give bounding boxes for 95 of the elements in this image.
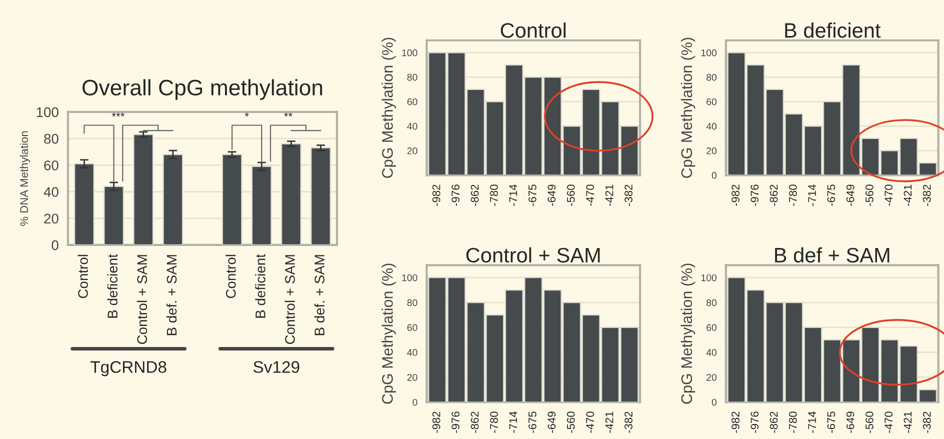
x-tick-label: -649 — [846, 412, 854, 433]
chart-title: Control — [500, 22, 566, 38]
x-tick-label: -560 — [866, 412, 874, 433]
x-tick-label: -470 — [586, 412, 594, 433]
x-tick-label: Control + SAM — [136, 255, 148, 344]
x-tick-label: -982 — [732, 412, 740, 433]
text: Sv129 — [254, 361, 300, 373]
x-tick-label: -649 — [548, 184, 556, 206]
x-tick-label: -675 — [528, 412, 536, 433]
y-tick-label: 100 — [701, 274, 717, 282]
y-tick-label: 40 — [706, 122, 717, 130]
x-tick-label: -976 — [452, 412, 460, 433]
x-tick-label: -421 — [904, 412, 912, 433]
y-tick-label: 20 — [706, 374, 717, 381]
x-tick-label: -780 — [788, 412, 797, 433]
y-axis-title: CpG Methylation (%) — [382, 264, 396, 404]
x-tick-label: -862 — [770, 184, 778, 206]
annotation: ** — [284, 112, 292, 117]
y-tick-label: 0 — [412, 398, 418, 406]
y-tick-label: 40 — [407, 349, 418, 356]
x-tick-label: -560 — [866, 184, 874, 206]
x-tick-label: -470 — [884, 412, 893, 433]
y-tick-label: 80 — [706, 74, 717, 81]
x-tick-label: -470 — [884, 184, 893, 206]
x-tick-label: -382 — [922, 412, 931, 433]
x-tick-label: -382 — [624, 412, 632, 433]
y-tick-label: 80 — [407, 299, 418, 306]
y-tick-label: 60 — [407, 324, 418, 332]
x-tick-label: -976 — [750, 412, 759, 433]
y-axis-title: CpG Methylation (%) — [680, 264, 696, 404]
x-tick-label: -675 — [827, 184, 836, 206]
x-tick-label: Control — [78, 254, 88, 298]
y-axis-title: CpG Methylation (%) — [382, 38, 396, 178]
x-tick-label: -675 — [528, 184, 536, 206]
y-tick-label: 80 — [407, 74, 418, 81]
x-tick-label: B def. + SAM — [166, 255, 177, 336]
x-tick-label: -714 — [808, 184, 816, 206]
y-tick-label: 60 — [706, 324, 717, 332]
y-tick-label: 0 — [712, 398, 717, 406]
annotation: * — [244, 112, 249, 117]
x-tick-label: -560 — [566, 184, 575, 206]
y-axis-title: % DNA Methylation — [20, 131, 30, 226]
x-tick-label: B def. + SAM — [314, 255, 324, 336]
x-tick-label: -560 — [566, 412, 575, 433]
x-tick-label: -382 — [922, 184, 931, 206]
y-tick-label: 0 — [52, 240, 58, 250]
x-tick-label: -862 — [770, 412, 778, 433]
x-tick-label: -862 — [470, 184, 479, 206]
y-tick-label: 20 — [44, 214, 58, 224]
x-tick-label: -780 — [788, 184, 797, 206]
x-tick-label: -382 — [624, 184, 632, 206]
y-tick-label: 20 — [706, 147, 717, 154]
y-tick-label: 20 — [407, 147, 418, 154]
x-tick-label: -675 — [827, 412, 836, 433]
y-tick-label: 80 — [706, 299, 717, 306]
x-tick-label: -862 — [470, 412, 479, 433]
x-tick-label: -714 — [808, 411, 816, 433]
y-tick-label: 100 — [402, 274, 418, 282]
y-tick-label: 40 — [44, 187, 58, 197]
y-tick-label: 60 — [407, 98, 418, 106]
x-tick-label: B deficient — [107, 254, 118, 318]
x-tick-label: -976 — [452, 184, 460, 206]
text: TgCRND8 — [90, 361, 166, 376]
y-tick-label: 100 — [402, 49, 418, 56]
chart-title: B deficient — [785, 22, 881, 38]
annotation: *** — [112, 112, 125, 117]
x-tick-label: -780 — [490, 184, 498, 206]
x-tick-label: B deficient — [255, 254, 266, 318]
x-tick-label: -780 — [490, 412, 498, 433]
y-tick-label: 80 — [44, 134, 58, 144]
y-tick-label: 100 — [36, 107, 58, 118]
x-tick-label: -470 — [586, 184, 594, 206]
y-tick-label: 20 — [407, 374, 418, 381]
x-tick-label: -421 — [904, 184, 912, 206]
x-tick-label: -714 — [509, 411, 518, 433]
chart-title: Overall CpG methylation — [82, 79, 322, 100]
y-axis-title: CpG Methylation (%) — [680, 38, 696, 178]
x-tick-label: -649 — [846, 184, 854, 206]
x-tick-label: Control + SAM — [284, 255, 295, 344]
chart-title: B def + SAM — [775, 247, 890, 263]
y-tick-label: 60 — [706, 98, 717, 106]
y-tick-label: 100 — [701, 49, 717, 56]
y-tick-label: 60 — [44, 160, 58, 170]
x-tick-label: -714 — [509, 184, 518, 206]
x-tick-label: -982 — [732, 184, 740, 206]
x-tick-label: -982 — [432, 184, 440, 206]
y-tick-label: 0 — [712, 172, 717, 179]
x-tick-label: -976 — [750, 184, 759, 206]
x-tick-label: -421 — [605, 184, 614, 206]
x-tick-label: -421 — [605, 412, 614, 433]
x-tick-label: -649 — [548, 412, 556, 433]
x-tick-label: Control — [226, 254, 236, 298]
x-tick-label: -982 — [432, 412, 440, 433]
y-tick-label: 40 — [706, 349, 717, 356]
y-tick-label: 40 — [407, 122, 418, 130]
